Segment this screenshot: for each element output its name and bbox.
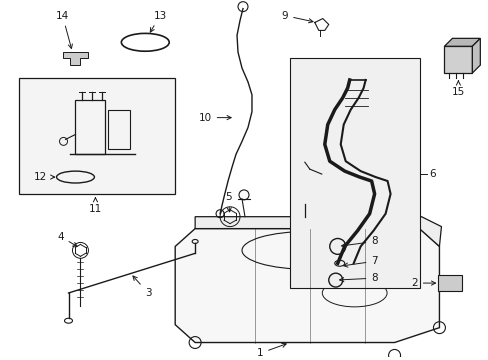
Bar xyxy=(289,58,419,288)
Text: 8: 8 xyxy=(341,237,377,247)
Bar xyxy=(19,78,175,194)
Polygon shape xyxy=(62,52,88,65)
Text: 1: 1 xyxy=(256,343,285,359)
Text: 5: 5 xyxy=(224,192,231,212)
Text: 12: 12 xyxy=(34,172,55,182)
Text: 7: 7 xyxy=(343,256,377,267)
Text: 15: 15 xyxy=(451,81,464,97)
Polygon shape xyxy=(195,217,441,246)
Text: 4: 4 xyxy=(57,231,77,246)
Bar xyxy=(108,110,130,149)
Polygon shape xyxy=(444,39,479,46)
Text: 14: 14 xyxy=(56,10,72,49)
Text: 9: 9 xyxy=(281,10,312,23)
Polygon shape xyxy=(175,229,439,342)
Bar xyxy=(75,100,105,154)
Polygon shape xyxy=(444,46,471,73)
Text: 6: 6 xyxy=(428,169,435,179)
Text: 13: 13 xyxy=(150,10,166,32)
Text: 10: 10 xyxy=(198,113,231,123)
FancyBboxPatch shape xyxy=(438,275,462,291)
Polygon shape xyxy=(471,39,479,73)
Text: 2: 2 xyxy=(410,278,435,288)
Text: 8: 8 xyxy=(339,273,377,283)
Text: 11: 11 xyxy=(89,198,102,214)
Text: 3: 3 xyxy=(133,276,151,298)
